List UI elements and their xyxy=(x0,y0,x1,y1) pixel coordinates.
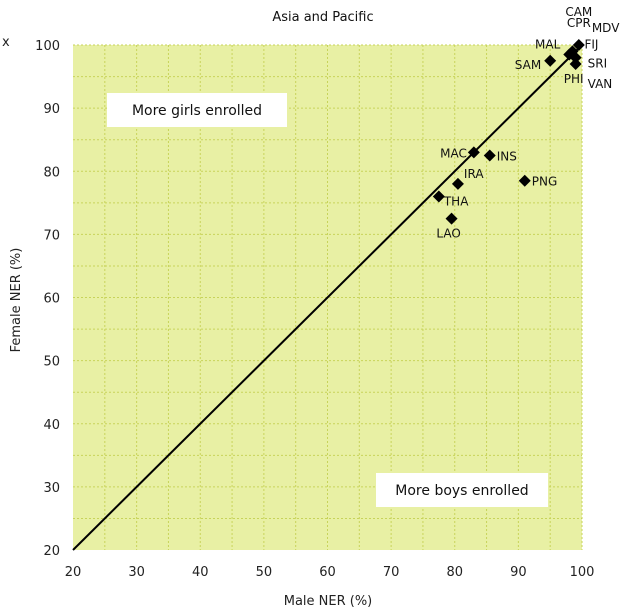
y-tick-label: 70 xyxy=(43,228,60,243)
data-label-ira: IRA xyxy=(464,167,484,181)
data-label-mdv: MDV xyxy=(592,21,620,35)
y-axis-ticks: 20 30 40 50 60 70 80 90 100 xyxy=(35,39,60,559)
data-label-phi: PHI xyxy=(564,72,584,86)
grid-lines xyxy=(73,44,583,550)
y-tick-label: 40 xyxy=(43,418,60,433)
data-label-fij: FIJ xyxy=(584,37,598,51)
y-tick-label: 90 xyxy=(43,102,60,117)
x-tick-label: 80 xyxy=(446,565,463,580)
data-label-ins: INS xyxy=(497,149,517,163)
x-tick-label: 40 xyxy=(192,565,209,580)
stray-mark: x xyxy=(2,35,10,50)
data-point-marker xyxy=(544,54,557,67)
data-point-marker xyxy=(432,190,445,203)
data-point-marker xyxy=(467,146,480,159)
data-label-mac: MAC xyxy=(440,146,467,160)
data-point-marker xyxy=(518,174,531,187)
data-points xyxy=(432,39,585,225)
region-box-below xyxy=(376,473,548,507)
parity-line xyxy=(72,44,583,551)
x-tick-label: 20 xyxy=(65,565,82,580)
x-tick-label: 100 xyxy=(570,565,595,580)
chart-title: Asia and Pacific xyxy=(272,10,373,25)
data-label-sam: SAM xyxy=(515,58,541,72)
data-point-marker xyxy=(569,51,582,64)
region-text-above: More girls enrolled xyxy=(132,103,262,119)
y-tick-label: 20 xyxy=(43,544,60,559)
data-label-cpr: CPR xyxy=(567,16,591,30)
data-label-van: VAN xyxy=(588,77,613,91)
y-tick-label: 50 xyxy=(43,355,60,370)
data-point-marker xyxy=(483,149,496,162)
data-label-lao: LAO xyxy=(436,227,460,241)
x-tick-label: 90 xyxy=(510,565,527,580)
y-tick-label: 80 xyxy=(43,165,60,180)
x-axis-title: Male NER (%) xyxy=(284,594,373,609)
data-label-mal: MAL xyxy=(535,37,561,51)
x-axis-ticks: 20 30 40 50 60 70 80 90 100 xyxy=(65,565,595,580)
x-tick-label: 50 xyxy=(256,565,273,580)
data-label-cam: CAM xyxy=(565,5,592,19)
x-tick-label: 60 xyxy=(319,565,336,580)
y-axis-title: Female NER (%) xyxy=(9,248,24,353)
x-tick-label: 70 xyxy=(383,565,400,580)
y-tick-label: 30 xyxy=(43,481,60,496)
data-point-marker xyxy=(451,177,464,190)
region-box-above xyxy=(107,93,287,127)
data-label-png: PNG xyxy=(532,175,558,189)
region-text-below: More boys enrolled xyxy=(395,483,528,499)
data-point-marker xyxy=(569,57,582,70)
x-tick-label: 30 xyxy=(128,565,145,580)
data-label-tha: THA xyxy=(443,195,469,209)
region-label-above: More girls enrolled xyxy=(107,93,287,127)
y-tick-label: 60 xyxy=(43,292,60,307)
data-point-marker xyxy=(572,39,585,51)
region-label-below: More boys enrolled xyxy=(376,473,548,507)
y-tick-label: 100 xyxy=(35,39,60,54)
data-label-sri: SRI xyxy=(588,57,608,71)
data-point-marker xyxy=(445,212,458,225)
